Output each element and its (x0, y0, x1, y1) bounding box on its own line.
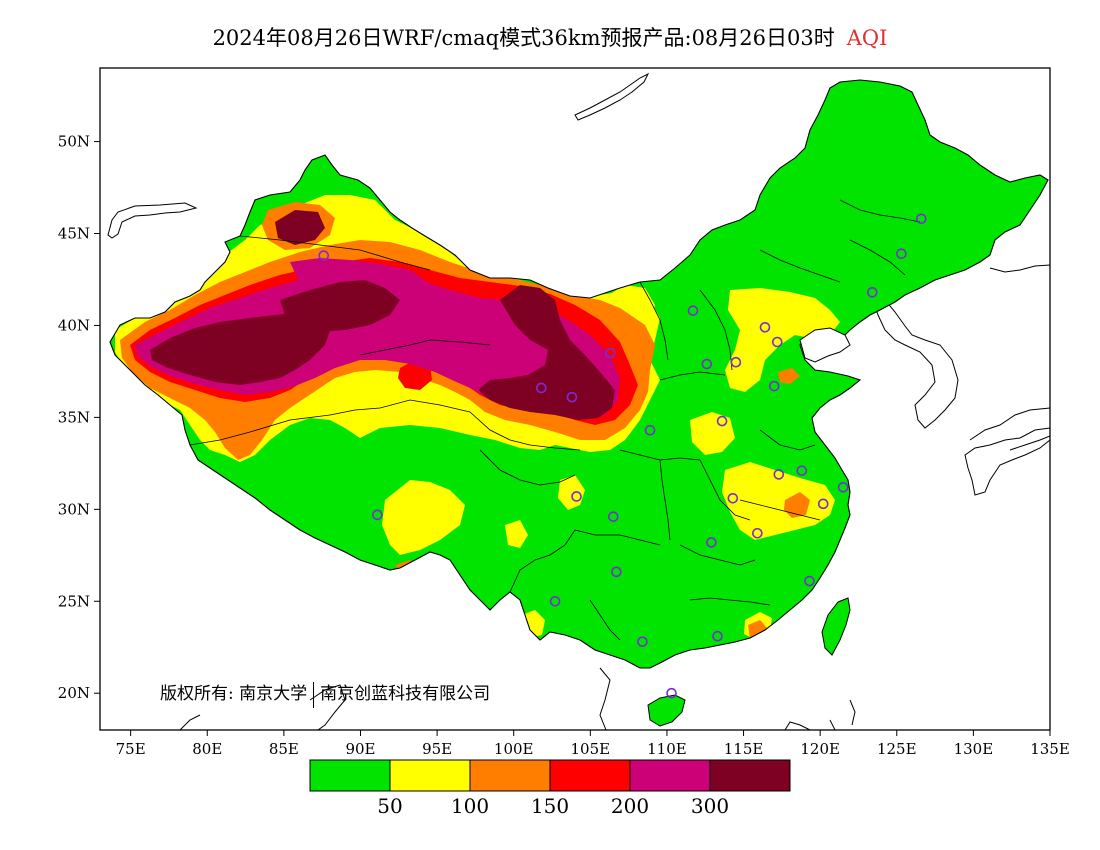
station-marker (727, 492, 739, 504)
station-marker (701, 358, 713, 370)
station-marker (318, 250, 330, 261)
station-marker (915, 213, 927, 225)
legend-swatch (709, 759, 791, 792)
aqi-usg-tianjin (778, 368, 800, 384)
x-tick-label: 115E (724, 740, 764, 758)
legend-swatch (549, 759, 631, 792)
aqi-moderate-henan (690, 412, 735, 455)
aqi-moderate-east (725, 288, 840, 392)
map-title: 2024年08月26日WRF/cmaq模式36km预报产品:08月26日03时 A… (0, 22, 1100, 52)
aqi-legend: 50 100 150 200 300 (309, 759, 791, 818)
aqi-moderate-gansu (505, 520, 528, 548)
aqi-usg-east-patch (784, 492, 810, 518)
station-marker (644, 424, 656, 436)
y-tick-label: 50N (58, 133, 90, 151)
station-marker (608, 511, 619, 522)
y-tick-label: 25N (58, 592, 90, 610)
legend-swatch (469, 759, 551, 792)
x-tick-label: 75E (116, 740, 146, 758)
aqi-hazardous-central (280, 280, 400, 332)
title-main: 2024年08月26日WRF/cmaq模式36km预报产品:08月26日03时 (212, 26, 835, 50)
station-marker (759, 321, 771, 333)
station-marker (571, 491, 582, 502)
copyright-separator (313, 681, 315, 708)
x-tick-label: 110E (647, 740, 687, 758)
station-marker (706, 537, 717, 548)
hainan-island (647, 694, 686, 727)
x-tick-label: 120E (800, 740, 840, 758)
station-marker (535, 382, 547, 394)
station-markers (318, 213, 927, 699)
legend-swatch (389, 759, 471, 792)
x-tick-label: 95E (422, 740, 452, 758)
station-marker (768, 380, 780, 392)
station-marker (611, 566, 622, 578)
station-marker (773, 469, 785, 480)
title-variable: AQI (846, 26, 888, 50)
y-tick-label: 30N (58, 500, 90, 518)
x-tick-label: 105E (571, 740, 611, 758)
neighbor-coastlines (107, 72, 1050, 730)
bohai-sea (799, 327, 851, 363)
legend-label: 300 (691, 794, 729, 818)
copyright-notice: 版权所有: 南京大学 南京创蓝科技有限公司 (160, 679, 490, 708)
station-marker (866, 287, 878, 298)
copyright-org-2: 南京创蓝科技有限公司 (320, 684, 491, 704)
station-marker (752, 527, 763, 539)
station-marker (666, 687, 677, 699)
legend-swatch (629, 759, 711, 792)
station-marker (837, 481, 849, 493)
station-marker (566, 391, 578, 403)
legend-label: 50 (377, 794, 402, 818)
x-tick-label: 90E (345, 740, 375, 758)
station-marker (604, 347, 616, 359)
y-tick-label: 35N (58, 408, 90, 426)
aqi-hazardous-north-xinjiang (275, 210, 325, 245)
station-marker (637, 636, 648, 648)
x-tick-label: 130E (954, 740, 994, 758)
station-marker (804, 575, 815, 587)
station-marker (817, 498, 829, 510)
station-marker (796, 465, 808, 477)
x-tick-label: 80E (192, 740, 222, 758)
aqi-hazardous-tarim (150, 312, 330, 385)
aqi-moderate-tibet (382, 480, 465, 555)
legend-label: 200 (611, 794, 649, 818)
station-marker (687, 305, 699, 317)
aqi-very-unhealthy-junggar (290, 258, 425, 292)
station-marker (372, 509, 383, 521)
station-marker (730, 356, 742, 368)
aqi-field (115, 195, 840, 640)
station-marker (712, 630, 723, 642)
legend-label: 100 (451, 794, 489, 818)
aqi-moderate-jiangnan (722, 462, 835, 540)
map-area (107, 72, 1050, 730)
x-tick-label: 135E (1030, 740, 1070, 758)
y-tick-label: 40N (58, 316, 90, 334)
province-borders (189, 199, 921, 641)
legend-swatch (309, 759, 391, 792)
taiwan-island (821, 597, 851, 656)
y-tick-label: 45N (58, 225, 90, 243)
x-tick-label: 125E (877, 740, 917, 758)
legend-label: 150 (531, 794, 569, 818)
x-tick-label: 100E (494, 740, 534, 758)
copyright-org-1: 南京大学 (239, 684, 308, 704)
map-frame (99, 67, 1051, 731)
map-axes: 75E 80E 85E 90E 95E 100E 105E 110E 115E 120E 125E 1… (58, 133, 1070, 758)
station-marker (716, 415, 728, 427)
station-marker (549, 595, 561, 607)
x-tick-label: 85E (269, 740, 299, 758)
station-marker (896, 248, 907, 260)
copyright-prefix: 版权所有: (160, 684, 234, 704)
station-marker (771, 336, 783, 348)
aqi-hazardous-alxa (478, 285, 615, 420)
china-border (109, 79, 1049, 669)
y-tick-label: 20N (58, 684, 90, 702)
